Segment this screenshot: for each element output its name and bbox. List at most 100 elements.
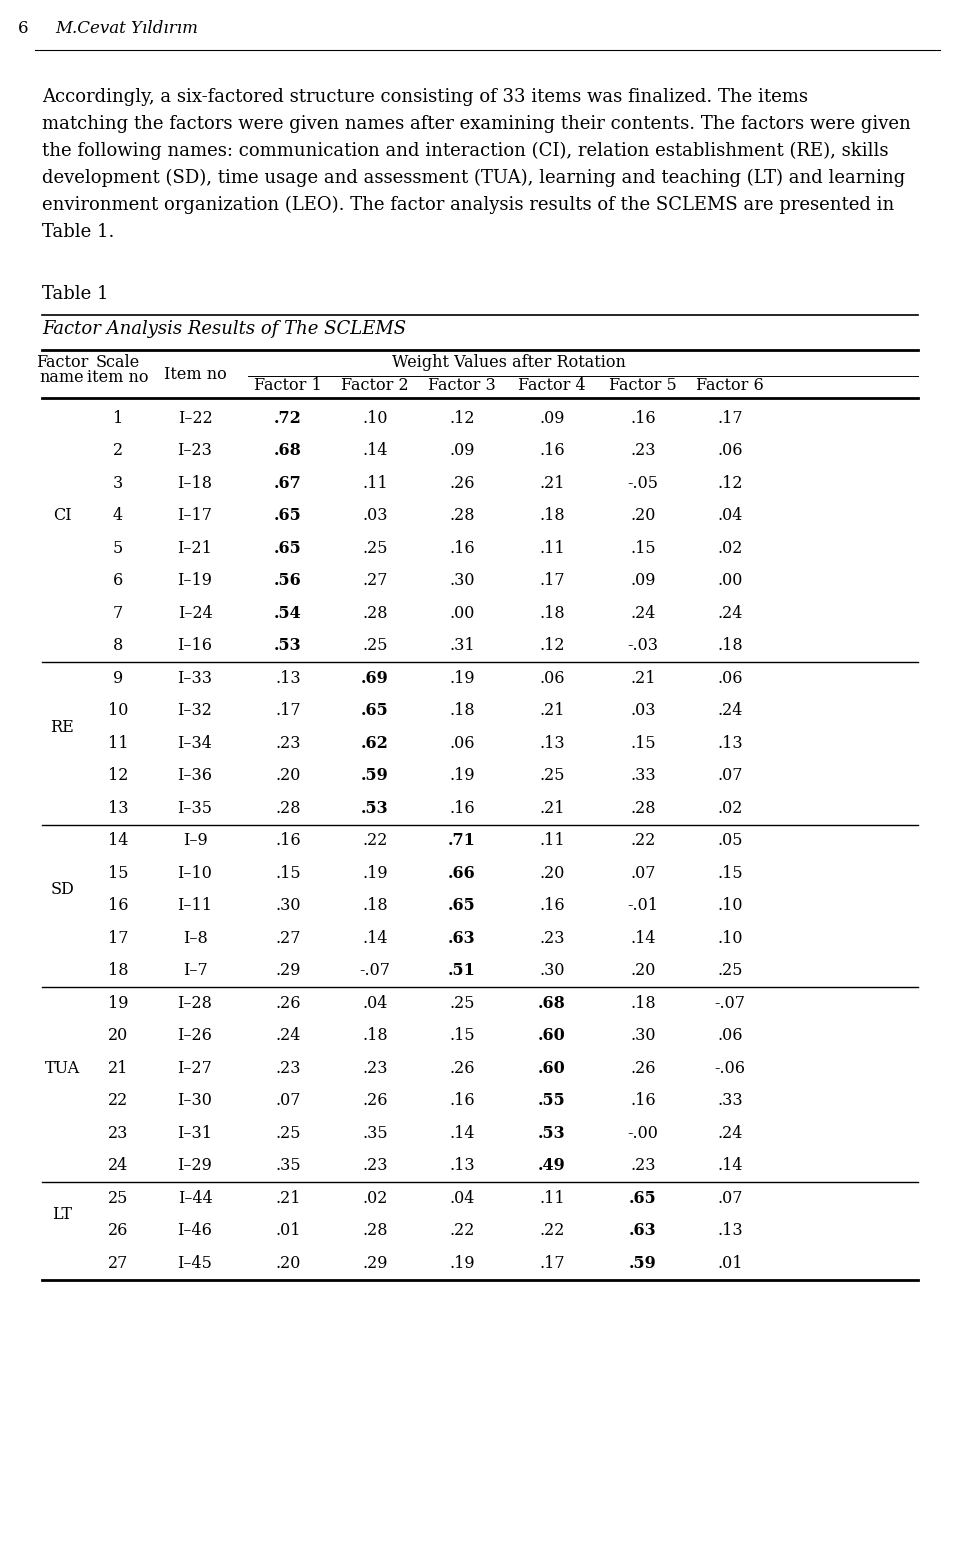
Text: development (SD), time usage and assessment (TUA), learning and teaching (LT) an: development (SD), time usage and assessm… bbox=[42, 170, 905, 188]
Text: .09: .09 bbox=[631, 572, 656, 589]
Text: .30: .30 bbox=[449, 572, 475, 589]
Text: .17: .17 bbox=[540, 572, 564, 589]
Text: .04: .04 bbox=[449, 1190, 474, 1207]
Text: .24: .24 bbox=[631, 604, 656, 621]
Text: .18: .18 bbox=[362, 1028, 388, 1045]
Text: .18: .18 bbox=[717, 638, 743, 655]
Text: .14: .14 bbox=[449, 1125, 475, 1142]
Text: .10: .10 bbox=[717, 929, 743, 946]
Text: .65: .65 bbox=[629, 1190, 657, 1207]
Text: .21: .21 bbox=[540, 703, 564, 720]
Text: .16: .16 bbox=[449, 539, 475, 556]
Text: I–30: I–30 bbox=[178, 1093, 212, 1110]
Text: .02: .02 bbox=[362, 1190, 388, 1207]
Text: .27: .27 bbox=[362, 572, 388, 589]
Text: .68: .68 bbox=[274, 442, 302, 459]
Text: .16: .16 bbox=[276, 832, 300, 849]
Text: 11: 11 bbox=[108, 735, 129, 752]
Text: I–17: I–17 bbox=[178, 507, 212, 524]
Text: 7: 7 bbox=[113, 604, 123, 621]
Text: SD: SD bbox=[50, 881, 74, 898]
Text: 18: 18 bbox=[108, 962, 129, 979]
Text: .22: .22 bbox=[540, 1222, 564, 1239]
Text: .14: .14 bbox=[362, 442, 388, 459]
Text: .24: .24 bbox=[276, 1028, 300, 1045]
Text: Factor Analysis Results of The SCLEMS: Factor Analysis Results of The SCLEMS bbox=[42, 321, 406, 337]
Text: 9: 9 bbox=[113, 670, 123, 687]
Text: .14: .14 bbox=[362, 929, 388, 946]
Text: 4: 4 bbox=[113, 507, 123, 524]
Text: .09: .09 bbox=[449, 442, 475, 459]
Text: .35: .35 bbox=[276, 1157, 300, 1174]
Text: .65: .65 bbox=[361, 703, 389, 720]
Text: .17: .17 bbox=[717, 410, 743, 427]
Text: .28: .28 bbox=[362, 1222, 388, 1239]
Text: I–21: I–21 bbox=[178, 539, 212, 556]
Text: .02: .02 bbox=[717, 800, 743, 817]
Text: Factor 5: Factor 5 bbox=[610, 378, 677, 394]
Text: .19: .19 bbox=[362, 865, 388, 881]
Text: 15: 15 bbox=[108, 865, 129, 881]
Text: 13: 13 bbox=[108, 800, 129, 817]
Text: 25: 25 bbox=[108, 1190, 129, 1207]
Text: 16: 16 bbox=[108, 897, 129, 914]
Text: I–11: I–11 bbox=[178, 897, 212, 914]
Text: .69: .69 bbox=[361, 670, 389, 687]
Text: name: name bbox=[39, 368, 84, 385]
Text: .22: .22 bbox=[362, 832, 388, 849]
Text: I–18: I–18 bbox=[178, 475, 212, 492]
Text: .07: .07 bbox=[717, 767, 743, 784]
Text: .06: .06 bbox=[717, 1028, 743, 1045]
Text: .25: .25 bbox=[717, 962, 743, 979]
Text: I–24: I–24 bbox=[178, 604, 212, 621]
Text: .01: .01 bbox=[717, 1254, 743, 1271]
Text: 6: 6 bbox=[18, 20, 29, 37]
Text: .19: .19 bbox=[449, 670, 475, 687]
Text: .23: .23 bbox=[362, 1157, 388, 1174]
Text: I–33: I–33 bbox=[178, 670, 212, 687]
Text: .12: .12 bbox=[717, 475, 743, 492]
Text: .13: .13 bbox=[540, 735, 564, 752]
Text: .10: .10 bbox=[362, 410, 388, 427]
Text: .11: .11 bbox=[362, 475, 388, 492]
Text: .25: .25 bbox=[362, 539, 388, 556]
Text: .00: .00 bbox=[449, 604, 474, 621]
Text: .24: .24 bbox=[717, 604, 743, 621]
Text: .16: .16 bbox=[540, 897, 564, 914]
Text: .21: .21 bbox=[631, 670, 656, 687]
Text: .07: .07 bbox=[276, 1093, 300, 1110]
Text: .63: .63 bbox=[629, 1222, 657, 1239]
Text: .03: .03 bbox=[631, 703, 656, 720]
Text: Table 1.: Table 1. bbox=[42, 223, 114, 240]
Text: .11: .11 bbox=[540, 539, 564, 556]
Text: .06: .06 bbox=[717, 670, 743, 687]
Text: I–7: I–7 bbox=[182, 962, 207, 979]
Text: -.05: -.05 bbox=[628, 475, 659, 492]
Text: 21: 21 bbox=[108, 1060, 129, 1077]
Text: .53: .53 bbox=[361, 800, 389, 817]
Text: 1: 1 bbox=[113, 410, 123, 427]
Text: .15: .15 bbox=[630, 735, 656, 752]
Text: .26: .26 bbox=[449, 1060, 475, 1077]
Text: .15: .15 bbox=[717, 865, 743, 881]
Text: .19: .19 bbox=[449, 1254, 475, 1271]
Text: .62: .62 bbox=[361, 735, 389, 752]
Text: .23: .23 bbox=[276, 1060, 300, 1077]
Text: .30: .30 bbox=[276, 897, 300, 914]
Text: .23: .23 bbox=[631, 1157, 656, 1174]
Text: .13: .13 bbox=[449, 1157, 475, 1174]
Text: .53: .53 bbox=[539, 1125, 565, 1142]
Text: I–29: I–29 bbox=[178, 1157, 212, 1174]
Text: .11: .11 bbox=[540, 1190, 564, 1207]
Text: TUA: TUA bbox=[44, 1060, 80, 1077]
Text: .16: .16 bbox=[449, 800, 475, 817]
Text: .25: .25 bbox=[449, 995, 475, 1012]
Text: -.01: -.01 bbox=[628, 897, 659, 914]
Text: Factor 3: Factor 3 bbox=[428, 378, 496, 394]
Text: Table 1: Table 1 bbox=[42, 285, 108, 304]
Text: Factor 2: Factor 2 bbox=[341, 378, 409, 394]
Text: .18: .18 bbox=[540, 507, 564, 524]
Text: .15: .15 bbox=[276, 865, 300, 881]
Text: .13: .13 bbox=[717, 1222, 743, 1239]
Text: .12: .12 bbox=[449, 410, 475, 427]
